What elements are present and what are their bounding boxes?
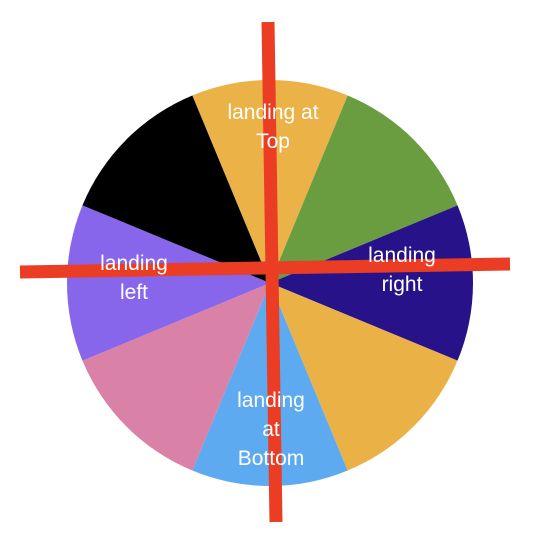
wheel-segment-6: [66, 205, 271, 361]
segment-label-line: Top: [256, 130, 290, 153]
wheel-segment-1: [270, 95, 458, 283]
segment-label-line: landing at: [227, 101, 318, 124]
segment-label-line: at: [262, 418, 280, 441]
segment-label-0: landing at Top: [227, 101, 318, 153]
segment-labels: landing at Top landing right landing at Bottom…: [100, 101, 436, 470]
wheel-segment-5: [82, 283, 270, 471]
wheel-segment-2: [270, 205, 474, 361]
segment-label-line: landing: [237, 389, 305, 412]
segment-label-line: right: [382, 273, 423, 296]
segment-label-2: landing right: [368, 244, 436, 296]
segment-label-line: left: [120, 281, 148, 304]
wheel-segment-3: [270, 283, 458, 471]
wheel-segment-7: [82, 95, 270, 283]
horizontal-cross-line: [19, 257, 511, 279]
cross-lines: [19, 21, 511, 523]
segment-label-line: landing: [100, 252, 168, 275]
segment-label-line: Bottom: [238, 447, 305, 470]
segment-label-6: landing left: [100, 252, 168, 304]
segment-label-line: landing: [368, 244, 436, 267]
segment-label-4: landing at Bottom: [237, 389, 305, 470]
